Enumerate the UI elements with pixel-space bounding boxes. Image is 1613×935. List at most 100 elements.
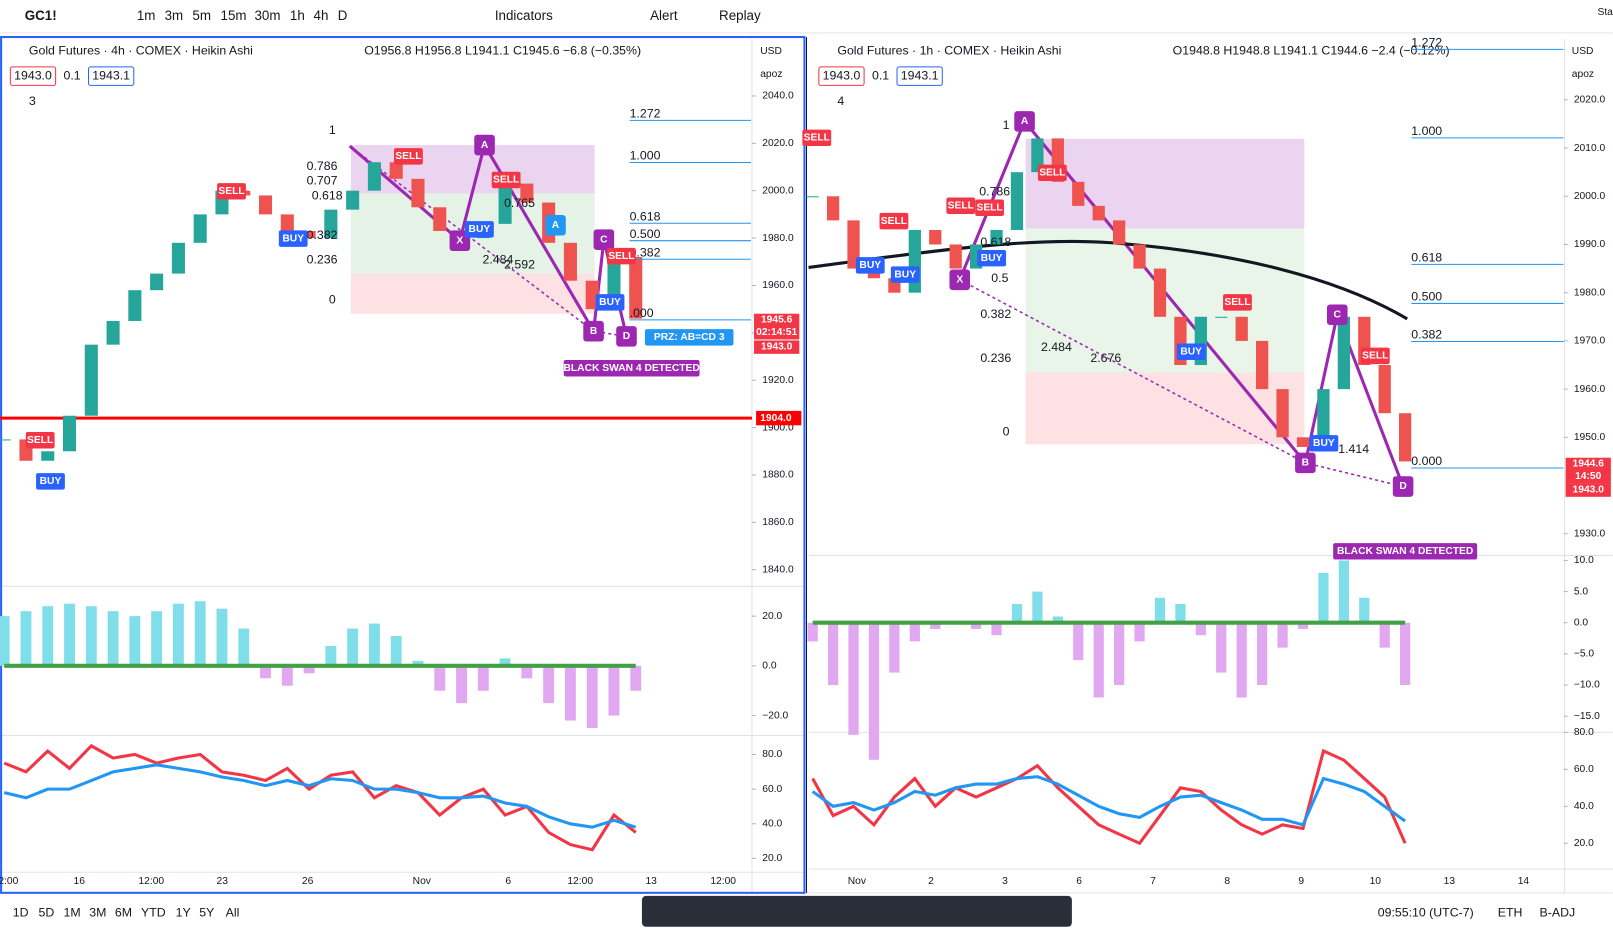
histogram-bar <box>456 665 467 704</box>
candle <box>1010 172 1024 231</box>
histogram-bar <box>368 623 380 666</box>
histogram-bar <box>630 665 642 691</box>
signal: BUY <box>469 224 491 235</box>
histogram-bar <box>85 606 97 666</box>
hline-label: 1904.0 <box>760 413 792 424</box>
range-button[interactable]: 5Y <box>199 906 214 920</box>
y-tick-label: 2000.0 <box>762 185 794 196</box>
drawing-toolbar[interactable] <box>641 895 1072 927</box>
histogram-bar <box>1093 622 1104 698</box>
histogram-bar <box>521 665 533 679</box>
histogram-bar <box>543 665 555 704</box>
histogram-bar <box>194 601 206 666</box>
x-tick-label: Nov <box>848 876 867 887</box>
adjustment[interactable]: B-ADJ <box>1540 906 1576 920</box>
candle <box>0 439 11 441</box>
interval[interactable]: 30m <box>255 8 281 23</box>
price-label: 14:50 <box>1575 471 1602 482</box>
alert-button[interactable]: Alert <box>650 8 678 23</box>
interval[interactable]: 3m <box>165 8 184 23</box>
signal-box <box>1309 435 1339 452</box>
histogram-bar <box>608 665 620 716</box>
y-tick-label: −20.0 <box>762 710 788 721</box>
x-tick-label: 14 <box>1518 876 1530 887</box>
signal-box <box>977 249 1007 267</box>
candle <box>433 207 447 231</box>
fib-ratio: 1 <box>1003 118 1010 132</box>
range-button[interactable]: YTD <box>141 906 166 920</box>
range-button[interactable]: 1D <box>13 906 29 920</box>
fib-label: 0.500 <box>1411 290 1442 304</box>
x-tick-label: 13 <box>1444 876 1456 887</box>
y-tick-label: 2040.0 <box>762 91 794 102</box>
histogram-bar <box>848 622 859 735</box>
ask[interactable]: 1943.1 <box>92 68 130 82</box>
currency[interactable]: USD <box>760 46 782 57</box>
histogram-bar <box>0 616 10 666</box>
signal: SELL <box>1039 168 1065 179</box>
signal: BUY <box>981 253 1003 264</box>
fib-label: 0.382 <box>1411 328 1442 342</box>
active-pane-frame <box>0 36 806 894</box>
histogram-bar <box>281 665 293 686</box>
scale-mode[interactable]: apoz <box>760 69 782 80</box>
range-button[interactable]: 1M <box>64 906 81 920</box>
symbol[interactable]: GC1! <box>25 8 57 23</box>
signal-box <box>855 257 885 274</box>
candle <box>806 196 819 198</box>
range-button[interactable]: 1Y <box>176 906 191 920</box>
fib-label: 1.272 <box>630 106 661 120</box>
pattern-point: D <box>1399 481 1406 492</box>
histogram-bar <box>303 665 315 674</box>
interval[interactable]: 4h <box>314 8 329 23</box>
fib-ratio: 0.786 <box>307 159 338 173</box>
indicator-count[interactable]: 4 <box>837 94 844 108</box>
replay-button[interactable]: Replay <box>719 8 761 23</box>
indicator-count[interactable]: 3 <box>29 94 36 108</box>
pattern-point-box <box>474 134 495 156</box>
histogram-bar <box>971 622 982 629</box>
session[interactable]: ETH <box>1498 906 1523 920</box>
indicators-button[interactable]: Indicators <box>495 8 553 23</box>
candle <box>949 244 962 269</box>
fib-ratio: 0.236 <box>307 253 338 267</box>
account[interactable]: Sta <box>1597 7 1613 18</box>
rsi-line <box>3 763 637 829</box>
range-button[interactable]: 3M <box>89 906 106 920</box>
currency[interactable]: USD <box>1572 46 1594 57</box>
interval[interactable]: D <box>338 8 348 23</box>
bid[interactable]: 1943.0 <box>823 68 861 82</box>
scale-mode[interactable]: apoz <box>1572 69 1594 80</box>
signal-box <box>946 197 976 214</box>
range-button[interactable]: All <box>226 906 240 920</box>
price-label-box <box>1565 457 1611 472</box>
histogram-bar <box>1359 597 1370 623</box>
interval[interactable]: 5m <box>192 8 211 23</box>
candle <box>1112 220 1126 245</box>
x-tick-label: 12:00 <box>567 876 593 887</box>
fib-ratio: 0.765 <box>504 196 535 210</box>
range-button[interactable]: 5D <box>38 906 54 920</box>
signal: BUY <box>40 476 62 487</box>
pattern-point: A <box>552 220 560 231</box>
interval[interactable]: 1h <box>290 8 305 23</box>
x-tick-label: 13 <box>645 876 657 887</box>
interval[interactable]: 1m <box>137 8 156 23</box>
y-tick-label: −15.0 <box>1574 711 1600 722</box>
signal: SELL <box>804 133 830 144</box>
x-tick-label: 9 <box>1298 876 1304 887</box>
bid[interactable]: 1943.0 <box>14 68 52 82</box>
signal: SELL <box>27 435 53 446</box>
ask[interactable]: 1943.1 <box>901 68 939 82</box>
candle <box>280 214 294 231</box>
interval[interactable]: 15m <box>221 8 247 23</box>
y-tick-label: 20.0 <box>762 853 782 864</box>
y-tick-label: 1970.0 <box>1574 336 1606 347</box>
histogram-bar <box>412 660 424 666</box>
candle <box>929 230 942 245</box>
histogram-bar <box>1400 622 1411 686</box>
histogram-bar <box>1032 591 1043 623</box>
range-button[interactable]: 6M <box>115 906 132 920</box>
fib-ratio: 2.676 <box>1090 351 1121 365</box>
y-tick-label: 1900.0 <box>762 422 794 433</box>
